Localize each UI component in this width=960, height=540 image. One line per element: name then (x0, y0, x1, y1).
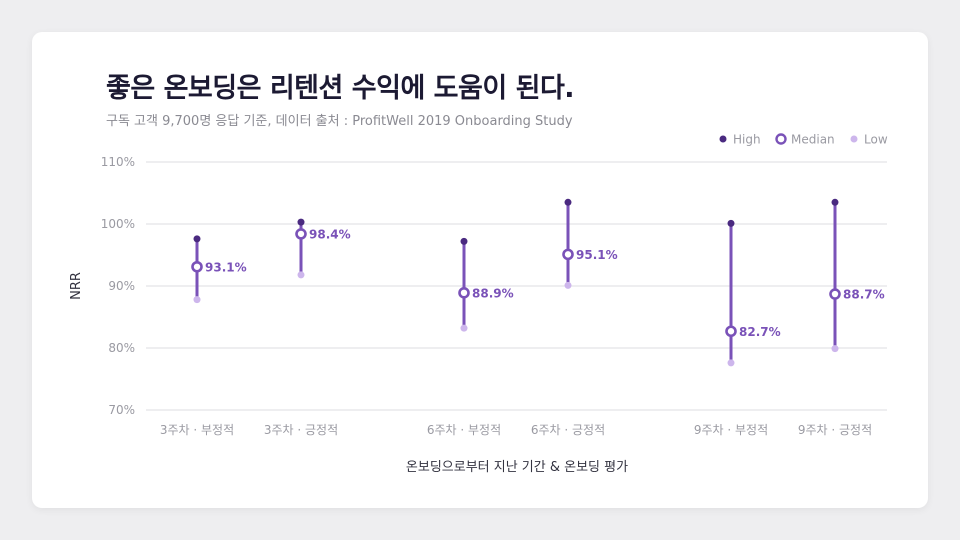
chart-title: 좋은 온보딩은 리텐션 수익에 도움이 된다. (106, 73, 575, 104)
high-point (564, 198, 572, 206)
low-point (297, 271, 305, 279)
x-tick-label: 6주차 · 부정적 (427, 423, 501, 437)
low-point (564, 281, 572, 289)
x-tick-label: 3주차 · 부정적 (160, 423, 234, 437)
x-tick-label: 9주차 · 긍정적 (798, 423, 872, 437)
x-tick-label: 3주차 · 긍정적 (264, 423, 338, 437)
median-data-label: 93.1% (205, 260, 247, 274)
median-data-label: 95.1% (576, 248, 618, 262)
median-data-label: 88.7% (843, 288, 885, 302)
high-point (727, 219, 735, 227)
y-tick-label: 100% (101, 217, 135, 231)
median-point (191, 260, 203, 273)
x-tick-label: 6주차 · 긍정적 (531, 423, 605, 437)
median-point (295, 228, 307, 240)
chart-card: 좋은 온보딩은 리텐션 수익에 도움이 된다. 구독 고객 9,700명 응답 … (32, 32, 928, 508)
high-point (831, 198, 839, 206)
y-axis-label: NRR (69, 272, 84, 300)
low-point (727, 359, 735, 367)
y-tick-label: 110% (101, 155, 135, 169)
chart-subtitle: 구독 고객 9,700명 응답 기준, 데이터 출처 : ProfitWell … (106, 114, 573, 129)
x-axis-label: 온보딩으로부터 지난 기간 & 온보딩 평가 (406, 460, 628, 475)
low-point (193, 296, 201, 304)
median-point (458, 287, 470, 299)
median-point (829, 288, 841, 300)
median-point (725, 325, 737, 338)
legend-high-marker (719, 135, 727, 143)
high-point (193, 235, 201, 243)
legend-label-median: Median (791, 133, 835, 147)
legend-label-high: High (733, 133, 761, 147)
low-point (460, 324, 468, 332)
y-tick-label: 80% (108, 341, 135, 355)
y-tick-label: 70% (108, 403, 135, 417)
median-data-label: 88.9% (472, 286, 514, 300)
median-point (562, 248, 574, 261)
legend-label-low: Low (864, 133, 888, 147)
x-tick-label: 9주차 · 부정적 (694, 423, 768, 437)
legend-median-marker (775, 133, 787, 145)
median-data-label: 98.4% (309, 227, 351, 241)
high-point (297, 218, 305, 226)
legend-low-marker (850, 135, 858, 143)
y-tick-label: 90% (108, 279, 135, 293)
low-point (831, 345, 839, 353)
median-data-label: 82.7% (739, 325, 781, 339)
high-point (460, 237, 468, 245)
